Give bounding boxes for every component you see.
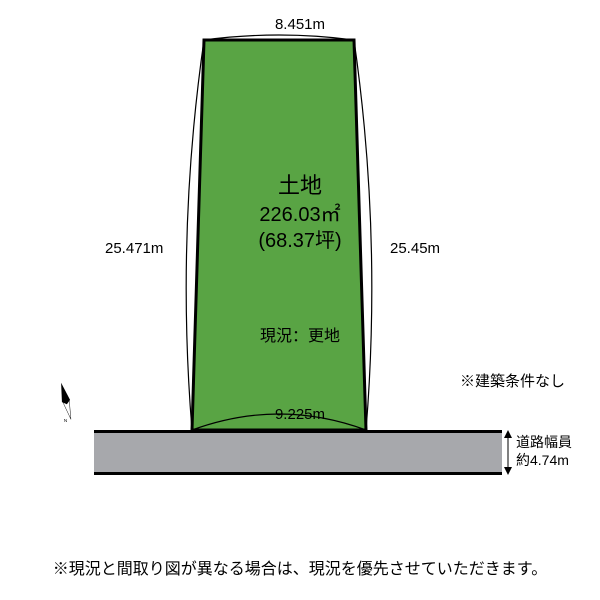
dim-right: 25.45m [390, 240, 440, 257]
lot-status: 現況：更地 [0, 322, 600, 346]
footer-note: ※現況と間取り図が異なる場合は、現況を優先させていただきます。 [0, 555, 600, 579]
dim-left: 25.471m [105, 240, 163, 257]
dim-bottom: 9.225m [0, 406, 600, 423]
dimension-arcs [0, 0, 600, 600]
road-width-label-2: 約4.74m [516, 450, 569, 470]
compass-icon: N [45, 380, 87, 422]
svg-text:N: N [64, 418, 67, 422]
lot-area-tsubo: (68.37坪) [0, 224, 600, 253]
building-condition-note: ※建築条件なし [460, 370, 565, 391]
dim-top: 8.451m [0, 16, 600, 33]
road [94, 430, 502, 475]
lot-area-m2: 226.03㎡ [0, 198, 600, 227]
diagram-canvas: 土地 226.03㎡ (68.37坪) 現況：更地 8.451m 25.471m… [0, 0, 600, 600]
lot-shape [0, 0, 600, 600]
road-width-label-1: 道路幅員 [516, 432, 572, 452]
lot-title: 土地 [0, 168, 600, 200]
